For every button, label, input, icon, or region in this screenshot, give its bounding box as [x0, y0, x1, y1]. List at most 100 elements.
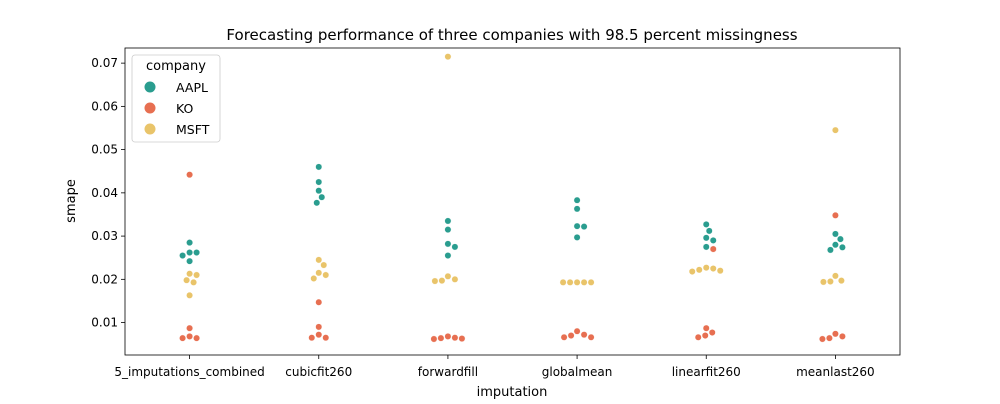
- data-point-ko: [308, 334, 316, 342]
- legend: company AAPL KO MSFT: [131, 54, 221, 143]
- data-point-msft: [709, 265, 717, 272]
- legend-box: [131, 54, 221, 143]
- x-axis-label: imputation: [477, 385, 548, 400]
- data-point-aapl: [444, 240, 452, 248]
- data-point-aapl: [832, 241, 839, 249]
- data-point-ko: [179, 334, 186, 342]
- data-point-aapl: [837, 235, 844, 243]
- data-point-ko: [315, 331, 323, 339]
- data-point-ko: [701, 332, 709, 339]
- data-point-ko: [702, 324, 710, 332]
- data-point-aapl: [709, 237, 717, 244]
- x-tick-label: linearfit260: [672, 365, 741, 379]
- data-point-ko: [437, 334, 445, 342]
- data-point-msft: [702, 264, 710, 272]
- data-point-aapl: [573, 205, 581, 213]
- data-point-aapl: [186, 257, 193, 265]
- data-point-msft: [566, 278, 574, 286]
- plot-area: [124, 47, 901, 356]
- data-point-ko: [186, 324, 193, 332]
- y-tick-label: 0.05: [91, 143, 118, 157]
- x-tick-label: meanlast260: [796, 365, 875, 379]
- data-point-msft: [444, 272, 452, 280]
- data-point-aapl: [315, 163, 323, 171]
- data-point-ko: [315, 323, 323, 331]
- x-tick-label: globalmean: [542, 365, 613, 379]
- data-point-aapl: [179, 252, 186, 259]
- legend-label-ko: KO: [176, 101, 194, 116]
- x-tick-label: cubicfit260: [285, 365, 352, 379]
- y-tick-label: 0.07: [91, 56, 118, 70]
- data-point-aapl: [315, 187, 323, 195]
- data-point-aapl: [827, 246, 834, 254]
- data-point-ko: [186, 333, 193, 340]
- data-point-ko: [826, 334, 833, 342]
- data-point-msft: [580, 278, 588, 286]
- data-point-aapl: [832, 230, 839, 238]
- data-point-ko: [451, 334, 459, 342]
- data-point-aapl: [573, 196, 581, 204]
- data-point-ko: [186, 171, 193, 179]
- data-point-ko: [560, 333, 568, 341]
- data-point-msft: [573, 278, 581, 286]
- data-point-msft: [695, 266, 703, 274]
- data-point-aapl: [573, 222, 581, 230]
- data-point-msft: [438, 277, 446, 285]
- data-point-ko: [322, 334, 330, 342]
- legend-label-aapl: AAPL: [176, 80, 208, 95]
- legend-marker-aapl: [144, 81, 156, 93]
- data-point-msft: [315, 269, 323, 277]
- data-point-aapl: [444, 217, 452, 225]
- y-tick-label: 0.02: [91, 272, 118, 286]
- data-point-msft: [559, 278, 567, 286]
- data-point-aapl: [444, 252, 452, 259]
- data-point-msft: [315, 256, 323, 264]
- data-point-aapl: [318, 193, 326, 201]
- data-point-ko: [315, 298, 323, 306]
- y-axis-label: smape: [64, 179, 79, 223]
- data-point-ko: [819, 335, 826, 343]
- y-axis: 0.01 0.02 0.03 0.04 0.05 0.06 0.07: [91, 56, 125, 330]
- data-point-aapl: [193, 249, 200, 256]
- data-point-ko: [709, 245, 717, 253]
- data-point-msft: [431, 277, 439, 285]
- y-tick-label: 0.03: [91, 229, 118, 243]
- data-point-aapl: [315, 178, 323, 186]
- data-point-msft: [451, 275, 459, 283]
- data-point-msft: [186, 270, 193, 278]
- data-point-msft: [832, 126, 839, 134]
- data-point-aapl: [839, 243, 846, 251]
- data-point-ko: [458, 335, 466, 342]
- x-tick-label: 5_imputations_combined: [114, 365, 264, 379]
- data-point-ko: [832, 330, 839, 338]
- data-point-aapl: [186, 239, 193, 246]
- data-point-msft: [310, 275, 318, 282]
- data-point-ko: [580, 331, 588, 339]
- legend-marker-msft: [144, 123, 156, 135]
- data-point-ko: [832, 211, 839, 219]
- data-point-aapl: [451, 243, 459, 251]
- data-point-aapl: [702, 234, 710, 242]
- data-point-ko: [193, 334, 200, 342]
- data-point-msft: [688, 268, 696, 275]
- data-point-ko: [839, 333, 846, 340]
- data-point-msft: [190, 278, 197, 286]
- data-point-aapl: [580, 223, 588, 230]
- data-point-aapl: [702, 243, 710, 251]
- data-point-ko: [430, 335, 438, 343]
- y-tick-label: 0.01: [91, 316, 118, 330]
- data-point-aapl: [313, 199, 321, 207]
- data-point-msft: [322, 271, 330, 279]
- data-point-msft: [444, 53, 452, 61]
- data-point-ko: [708, 329, 716, 336]
- data-point-msft: [193, 271, 200, 279]
- data-point-msft: [827, 278, 834, 285]
- data-point-aapl: [702, 221, 710, 228]
- x-axis: 5_imputations_combined cubicfit260 forward…: [114, 355, 875, 379]
- data-point-msft: [716, 267, 724, 275]
- data-point-msft: [832, 272, 839, 280]
- data-point-ko: [694, 333, 702, 341]
- data-point-ko: [567, 332, 575, 339]
- legend-marker-ko: [144, 102, 156, 114]
